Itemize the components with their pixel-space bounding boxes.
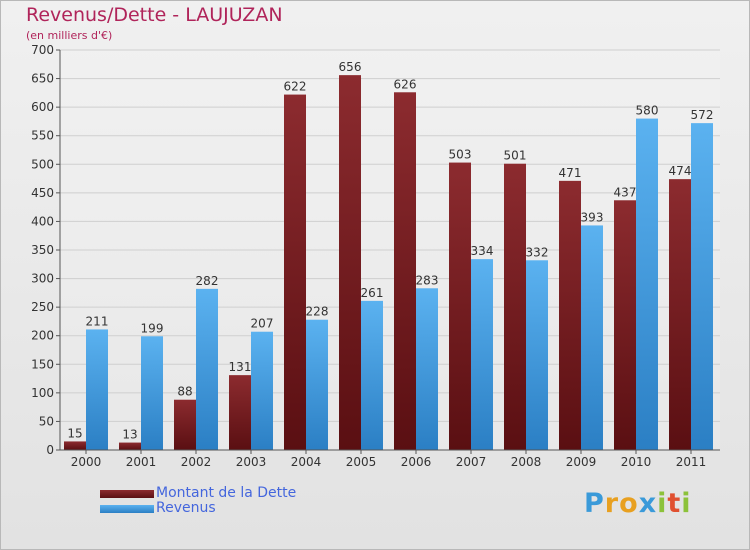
x-tick-label: 2000 — [71, 455, 102, 469]
bar-revenus — [471, 259, 493, 450]
y-tick-label: 250 — [31, 300, 54, 314]
legend: Montant de la Dette Revenus — [100, 486, 296, 516]
bar-dette — [64, 441, 86, 450]
bar-revenus — [691, 123, 713, 451]
y-tick-label: 400 — [31, 214, 54, 228]
x-tick-label: 2002 — [181, 455, 212, 469]
data-label: 656 — [339, 60, 362, 74]
bar-revenus — [86, 329, 108, 450]
data-label: 572 — [691, 108, 714, 122]
x-tick-label: 2003 — [236, 455, 267, 469]
bar-revenus — [251, 331, 273, 450]
proxiti-logo: Proxiti — [584, 488, 692, 519]
legend-swatch-dette — [100, 489, 154, 498]
data-label: 471 — [559, 166, 582, 180]
bar-revenus — [361, 300, 383, 450]
legend-item-revenus: Revenus — [100, 501, 296, 516]
bar-dette — [229, 375, 251, 450]
logo-letter: o — [619, 488, 639, 519]
chart-subtitle: (en milliers d'€) — [26, 29, 113, 42]
bar-dette — [504, 163, 526, 450]
data-label: 211 — [86, 314, 109, 328]
bar-revenus — [306, 319, 328, 450]
y-tick-label: 700 — [31, 43, 54, 57]
bar-revenus — [636, 118, 658, 451]
bar-revenus — [416, 288, 438, 450]
data-label: 261 — [361, 286, 384, 300]
data-label: 626 — [394, 77, 417, 91]
legend-label-revenus: Revenus — [156, 500, 216, 516]
bar-dette — [449, 162, 471, 451]
logo-letter: i — [657, 488, 668, 519]
y-tick-label: 150 — [31, 357, 54, 371]
logo-letter: r — [604, 488, 620, 519]
y-tick-label: 550 — [31, 129, 54, 143]
y-tick-label: 650 — [31, 72, 54, 86]
bar-revenus — [141, 336, 163, 450]
logo-letter: i — [681, 488, 692, 519]
x-tick-label: 2001 — [126, 455, 157, 469]
data-label: 131 — [229, 360, 252, 374]
x-tick-label: 2006 — [401, 455, 432, 469]
axes: 0 50 100 150 200 250 300 350 400 450 500 550 600 650 7… — [31, 43, 720, 469]
x-tick-label: 2004 — [291, 455, 322, 469]
data-label: 622 — [284, 80, 307, 94]
x-tick-label: 2008 — [511, 455, 542, 469]
data-label: 199 — [141, 321, 164, 335]
bars — [64, 75, 713, 451]
data-label: 207 — [251, 317, 274, 331]
bar-dette — [669, 179, 691, 450]
bar-revenus — [196, 288, 218, 450]
data-label: 474 — [669, 164, 692, 178]
y-tick-label: 200 — [31, 329, 54, 343]
data-label: 282 — [196, 274, 219, 288]
bar-dette — [559, 180, 581, 450]
bar-dette — [614, 200, 636, 450]
y-tick-label: 500 — [31, 157, 54, 171]
bar-dette — [339, 75, 361, 451]
y-tick-label: 600 — [31, 100, 54, 114]
logo-letter: t — [667, 488, 682, 519]
data-label: 393 — [581, 210, 604, 224]
x-tick-label: 2009 — [566, 455, 597, 469]
y-tick-label: 50 — [39, 414, 54, 428]
x-tick-label: 2007 — [456, 455, 487, 469]
x-tick-label: 2011 — [676, 455, 707, 469]
bar-revenus — [526, 260, 548, 450]
y-tick-label: 100 — [31, 386, 54, 400]
bar-dette — [174, 399, 196, 450]
data-label: 503 — [449, 148, 472, 162]
data-label: 501 — [504, 149, 527, 163]
legend-item-dette: Montant de la Dette — [100, 486, 296, 501]
bar-dette — [394, 92, 416, 451]
bar-revenus — [581, 225, 603, 450]
data-label: 88 — [177, 385, 192, 399]
y-tick-label: 350 — [31, 243, 54, 257]
data-label: 13 — [122, 428, 137, 442]
logo-letter: x — [638, 488, 658, 519]
y-tick-label: 0 — [46, 443, 54, 457]
x-tick-label: 2005 — [346, 455, 377, 469]
value-labels: 15 211 13 199 88 282 131 207 622 228 656 261 626 283 5… — [67, 60, 713, 441]
chart-title: Revenus/Dette - LAUJUZAN — [26, 4, 283, 26]
data-label: 283 — [416, 273, 439, 287]
data-label: 228 — [306, 305, 329, 319]
data-label: 334 — [471, 244, 494, 258]
bar-dette — [284, 94, 306, 451]
grid-lines — [60, 49, 720, 451]
logo-letter: P — [584, 488, 605, 519]
legend-swatch-revenus — [100, 504, 154, 513]
data-label: 437 — [614, 185, 637, 199]
y-tick-label: 450 — [31, 186, 54, 200]
x-tick-label: 2010 — [621, 455, 652, 469]
y-tick-label: 300 — [31, 272, 54, 286]
data-label: 15 — [67, 426, 82, 440]
legend-label-dette: Montant de la Dette — [156, 485, 297, 501]
data-label: 580 — [636, 104, 659, 118]
data-label: 332 — [526, 245, 549, 259]
bar-dette — [119, 442, 141, 450]
